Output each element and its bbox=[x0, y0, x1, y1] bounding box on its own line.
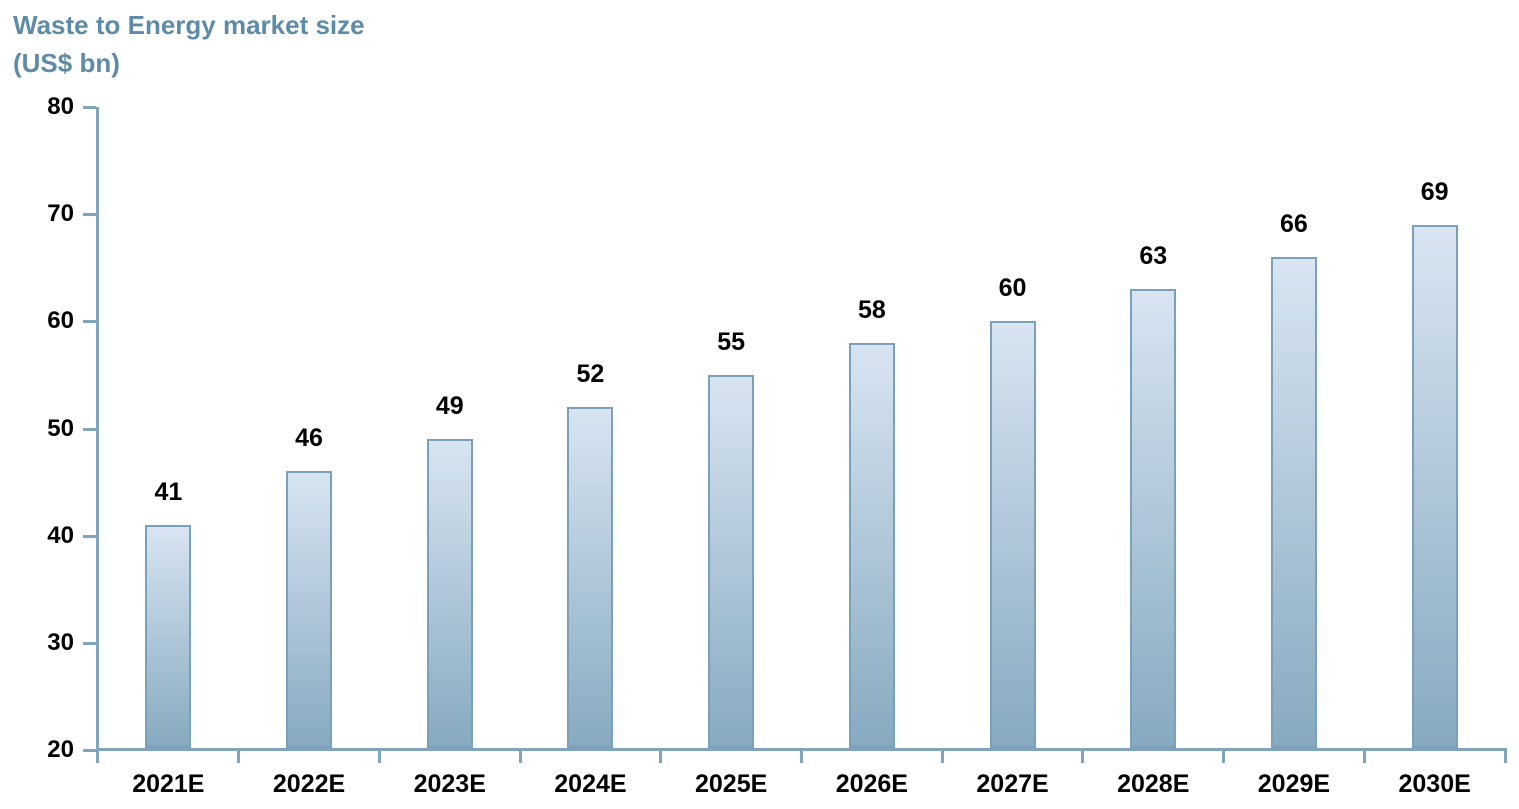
y-axis-tick bbox=[83, 641, 96, 645]
x-axis-tick bbox=[1362, 751, 1366, 763]
chart-title-line1: Waste to Energy market size bbox=[13, 10, 365, 40]
y-axis-tick bbox=[83, 213, 96, 217]
y-tick-label: 70 bbox=[47, 200, 74, 228]
chart-title: Waste to Energy market size (US$ bn) bbox=[13, 6, 365, 82]
bar-value-label: 66 bbox=[1280, 210, 1308, 239]
y-tick-label: 60 bbox=[47, 307, 74, 335]
x-category-label: 2026E bbox=[835, 770, 908, 798]
bar-value-label: 63 bbox=[1139, 242, 1168, 271]
y-axis-tick bbox=[83, 320, 96, 324]
bar bbox=[1130, 289, 1177, 748]
y-tick-label: 20 bbox=[47, 736, 74, 763]
x-axis-tick bbox=[659, 751, 663, 763]
bar bbox=[426, 439, 473, 748]
bar bbox=[567, 407, 614, 748]
y-tick-label: 40 bbox=[47, 521, 74, 549]
bar-value-label: 58 bbox=[857, 295, 886, 324]
y-axis-tick bbox=[83, 749, 96, 752]
x-category-label: 2028E bbox=[1117, 770, 1190, 798]
x-axis-tick bbox=[800, 751, 803, 763]
x-axis-tick bbox=[377, 751, 381, 763]
x-category-label: 2023E bbox=[413, 770, 486, 798]
bar-value-label: 60 bbox=[998, 274, 1027, 303]
x-axis-tick bbox=[1503, 751, 1507, 763]
bar-value-label: 69 bbox=[1420, 177, 1449, 206]
bar bbox=[708, 374, 755, 748]
bar bbox=[1270, 257, 1317, 748]
y-axis-tick bbox=[83, 534, 96, 538]
bar-value-label: 46 bbox=[295, 424, 323, 453]
bar bbox=[848, 342, 895, 748]
bar-value-label: 52 bbox=[576, 360, 605, 389]
x-axis-tick bbox=[940, 751, 944, 763]
x-category-label: 2022E bbox=[272, 770, 346, 798]
x-category-label: 2027E bbox=[976, 770, 1049, 798]
y-tick-label: 80 bbox=[47, 93, 74, 120]
x-category-label: 2025E bbox=[694, 770, 768, 798]
bar bbox=[989, 321, 1036, 748]
chart-title-line2: (US$ bn) bbox=[13, 48, 120, 78]
x-category-label: 2030E bbox=[1398, 770, 1471, 798]
bar bbox=[145, 524, 192, 748]
y-tick-label: 30 bbox=[47, 628, 74, 656]
y-axis-tick bbox=[83, 427, 96, 431]
x-category-label: 2024E bbox=[554, 770, 627, 798]
bar-value-label: 55 bbox=[717, 327, 746, 356]
x-axis-tick bbox=[518, 751, 522, 763]
y-axis-tick bbox=[83, 106, 96, 109]
bar-value-label: 49 bbox=[435, 392, 464, 421]
bar bbox=[286, 471, 333, 748]
y-axis bbox=[96, 107, 99, 763]
x-axis-tick bbox=[1222, 751, 1226, 763]
x-category-label: 2021E bbox=[132, 770, 205, 798]
bar-value-label: 41 bbox=[154, 477, 183, 506]
x-axis bbox=[96, 748, 1507, 751]
x-axis-tick bbox=[1081, 751, 1085, 763]
x-axis-tick bbox=[237, 751, 241, 763]
bar bbox=[1411, 224, 1458, 748]
x-category-label: 2029E bbox=[1257, 770, 1331, 798]
y-tick-label: 50 bbox=[47, 414, 74, 442]
